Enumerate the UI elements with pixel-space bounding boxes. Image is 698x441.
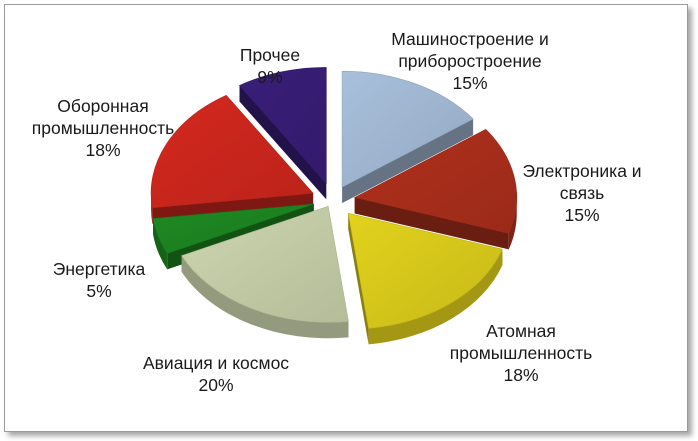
slice-label: Машиностроение и приборостроение 15% <box>391 28 549 94</box>
pie-slice <box>353 128 518 250</box>
slice-side <box>368 249 503 345</box>
slice-label-text: промышленность <box>31 118 175 138</box>
slice-top <box>341 70 474 188</box>
slice-top <box>152 203 314 254</box>
slice-value-label: 15% <box>564 205 600 225</box>
slice-top <box>181 205 349 323</box>
slice-label: Электроника и связь 15% <box>522 160 641 226</box>
slice-label: Авиация и космос 20% <box>143 352 289 396</box>
slice-side <box>153 218 168 270</box>
slice-value-label: 20% <box>198 375 234 395</box>
slice-label: Оборонная промышленность 18% <box>32 95 174 161</box>
slice-label: Энергетика 5% <box>53 258 145 302</box>
slice-label-text: Электроника и <box>522 161 642 181</box>
slice-top <box>353 128 518 234</box>
slice-value-label: 5% <box>86 281 112 301</box>
slice-label-text: приборостроение <box>398 51 542 71</box>
slice-top <box>239 67 327 185</box>
pie-slice <box>347 212 503 345</box>
slice-wall <box>348 213 369 345</box>
slice-label-text: Авиация и космос <box>142 353 290 373</box>
slice-label-text: Энергетика <box>52 259 146 279</box>
pie-slice <box>181 205 349 339</box>
slice-label-text: связь <box>559 183 605 203</box>
slice-wall <box>239 85 327 200</box>
slice-value-label: 18% <box>503 365 539 385</box>
pie-slice <box>239 67 327 200</box>
pie-slice <box>341 70 474 204</box>
slice-wall <box>354 197 509 250</box>
slice-label-text: промышленность <box>449 343 593 363</box>
slice-label-text: Атомная <box>486 321 556 341</box>
slice-label-text: Прочее <box>239 45 301 65</box>
slice-label: Атомная промышленность 18% <box>450 320 592 386</box>
slice-value-label: 18% <box>85 140 121 160</box>
slice-top <box>150 94 314 209</box>
slice-value-label: 15% <box>452 73 488 93</box>
slice-label-text: Машиностроение и <box>391 29 549 49</box>
slice-top <box>347 212 503 329</box>
slice-value-label: 9% <box>257 67 283 87</box>
slice-label: Прочее 9% <box>240 44 300 88</box>
slice-side <box>181 255 349 339</box>
slice-wall <box>342 118 474 204</box>
slice-label-text: Оборонная <box>57 96 149 116</box>
